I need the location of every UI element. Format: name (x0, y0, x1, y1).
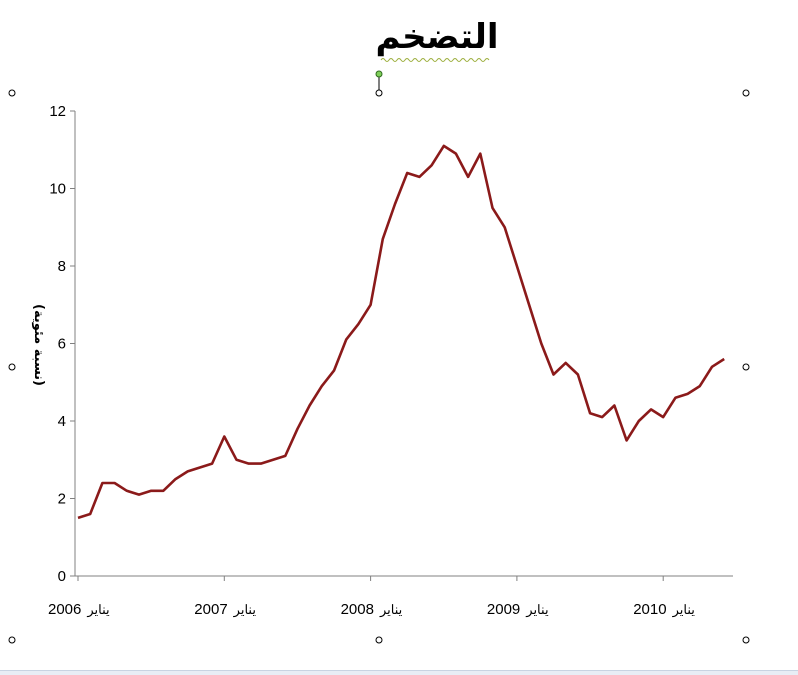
inflation-line (77, 144, 725, 520)
y-tick-label: 0 (58, 568, 66, 585)
y-tick-label: 8 (58, 258, 66, 275)
y-tick-label: 2 (58, 491, 66, 508)
y-tick-label: 12 (49, 103, 66, 120)
title-spellcheck-underline (380, 58, 490, 62)
x-tick-year: 2010 (633, 601, 666, 618)
x-tick-month: يناير (672, 602, 696, 618)
rotate-handle[interactable] (375, 70, 383, 78)
resize-handle-top-center[interactable] (375, 89, 383, 97)
x-axis: 2006 يناير 2007 يناير 2008 يناير 2009 يناير 2010… (48, 575, 733, 618)
x-tick-year: 2006 (48, 601, 81, 618)
x-tick-year: 2007 (194, 601, 227, 618)
x-tick-label: 2006 يناير (48, 601, 110, 618)
x-tick-label: 2007 يناير (194, 601, 256, 618)
x-tick-month: يناير (86, 602, 110, 618)
resize-handle-bottom-right[interactable] (742, 636, 750, 644)
y-tick-label: 4 (58, 413, 66, 430)
x-tick-label: 2010 يناير (633, 601, 695, 618)
resize-handle-bottom-left[interactable] (8, 636, 16, 644)
series-layer (77, 144, 725, 520)
resize-handle-top-right[interactable] (742, 89, 750, 97)
chart-title-group: التضخم (376, 17, 499, 62)
x-tick-month: يناير (379, 602, 403, 618)
selection-frame[interactable] (8, 70, 750, 644)
resize-handle-top-left[interactable] (8, 89, 16, 97)
x-tick-year: 2008 (341, 601, 374, 618)
resize-handle-middle-left[interactable] (8, 363, 16, 371)
resize-handle-bottom-center[interactable] (375, 636, 383, 644)
x-tick-label: 2008 يناير (341, 601, 403, 618)
chart-title: التضخم (376, 17, 499, 57)
y-axis-label: (نسبة مئوية) (31, 304, 46, 386)
y-axis: 0 2 4 6 8 10 12 (49, 103, 76, 585)
x-tick-year: 2009 (487, 601, 520, 618)
y-tick-label: 10 (49, 181, 66, 198)
window-bottom-edge (0, 670, 798, 675)
y-tick-label: 6 (58, 336, 66, 353)
x-tick-label: 2009 يناير (487, 601, 549, 618)
resize-handle-middle-right[interactable] (742, 363, 750, 371)
x-tick-month: يناير (525, 602, 549, 618)
x-tick-month: يناير (233, 602, 257, 618)
